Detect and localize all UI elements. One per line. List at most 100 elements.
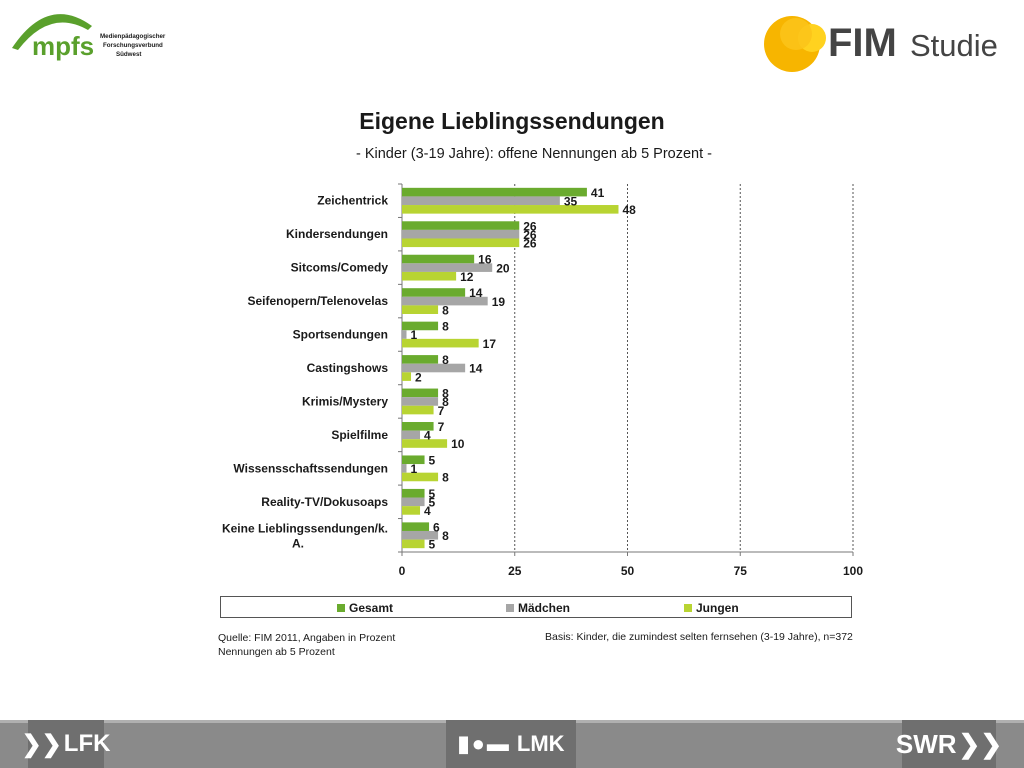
lfk-logo-chevrons-icon: ❯❯ (21, 730, 62, 758)
category-label: Seifenopern/Telenovelas (248, 294, 389, 308)
bar-jungen (402, 271, 457, 281)
lfk-logo: ❯❯ LFK (22, 720, 110, 768)
bar-maedchen (402, 530, 439, 540)
data-label-gesamt: 26 (523, 219, 537, 233)
data-label-jungen: 17 (483, 337, 497, 351)
data-label-maedchen: 20 (496, 261, 510, 275)
legend-item-jungen: Jungen (684, 601, 739, 615)
x-tick-label-50: 50 (621, 564, 635, 578)
fim-logo-name-light: Studie (910, 28, 998, 63)
category-label-line: Keine Lieblingssendungen/k. (222, 521, 388, 535)
lfk-logo-text: LFK (63, 730, 111, 757)
legend-label-maedchen: Mädchen (518, 601, 571, 615)
bar-jungen (402, 238, 520, 248)
mpfs-logo-arc (12, 14, 92, 50)
bar-jungen (402, 305, 439, 314)
bar-maedchen (402, 229, 520, 239)
legend-swatch-gesamt (337, 604, 345, 612)
source-note: Quelle: FIM 2011, Angaben in Prozent Nen… (218, 631, 395, 659)
fim-studie-logo: FIM Studie (764, 16, 998, 72)
data-label-maedchen: 1 (411, 462, 418, 476)
data-label-jungen: 4 (424, 504, 431, 518)
data-label-gesamt: 8 (442, 353, 449, 367)
bar-gesamt (402, 522, 430, 531)
labels-layer: 0 25 50 75 100Zeichentrick413548Kindersendun… (222, 186, 863, 578)
data-label-jungen: 8 (442, 303, 449, 317)
category-label: Spielfilme (331, 428, 388, 442)
x-tick-label-25: 25 (508, 564, 522, 578)
data-label-jungen: 8 (442, 471, 449, 485)
chart-title: Eigene Lieblingssendungen (359, 108, 665, 134)
bar-gesamt (402, 288, 466, 297)
data-label-jungen: 10 (451, 437, 465, 451)
grid-layer (398, 183, 854, 556)
lmk-logo-text: LMK (516, 731, 565, 756)
bar-jungen (402, 205, 619, 214)
bar-maedchen (402, 196, 560, 206)
data-label-jungen: 26 (523, 236, 537, 250)
category-label: Krimis/Mystery (302, 394, 388, 408)
lmk-logo-shapes-icon: ▮●▬ (457, 731, 511, 756)
chart-legend: Gesamt Mädchen Jungen (220, 596, 852, 618)
bar-jungen (402, 506, 421, 515)
swr-logo-chevrons-icon: ❯❯ (958, 728, 1003, 759)
data-label-gesamt: 16 (478, 253, 492, 267)
data-label-maedchen: 8 (442, 529, 449, 543)
data-label-gesamt: 41 (591, 186, 605, 200)
data-label-maedchen: 35 (564, 194, 578, 208)
category-label: Zeichentrick (317, 194, 388, 208)
mpfs-logo-name: mpfs (32, 31, 94, 61)
fim-logo-circle-mid (780, 18, 812, 50)
category-label: Keine Lieblingssendungen/k. A. (222, 521, 388, 550)
bar-gesamt (402, 321, 439, 331)
data-label-gesamt: 5 (429, 453, 436, 467)
data-label-jungen: 2 (415, 370, 422, 384)
bar-gesamt (402, 187, 587, 197)
bar-maedchen (402, 397, 439, 406)
data-label-jungen: 48 (622, 203, 636, 217)
data-label-maedchen: 19 (492, 295, 506, 309)
category-label: Sitcoms/Comedy (291, 261, 389, 275)
mpfs-logo-line1: Medienpädagogischer (100, 33, 166, 40)
category-label: Kindersendungen (286, 227, 388, 241)
bar-maedchen (402, 363, 466, 373)
mpfs-logo-line2: Forschungsverbund (103, 42, 163, 49)
bar-jungen (402, 372, 412, 381)
category-label: Wissensschaftssendungen (233, 461, 388, 475)
bar-maedchen (402, 464, 407, 473)
bar-gesamt (402, 455, 425, 465)
bar-chart: 0 25 50 75 100Zeichentrick413548Kindersendun… (222, 183, 863, 578)
bar-jungen (402, 539, 425, 549)
category-label: Reality-TV/Dokusoaps (261, 495, 388, 509)
swr-logo-text: SWR (895, 728, 957, 759)
source-line-2: Nennungen ab 5 Prozent (218, 646, 335, 658)
bars-layer (402, 187, 619, 549)
legend-swatch-maedchen (506, 604, 514, 612)
bar-jungen (402, 405, 434, 415)
data-label-jungen: 5 (429, 538, 436, 552)
bar-maedchen (402, 497, 425, 507)
bar-gesamt (402, 355, 439, 364)
bar-maedchen (402, 430, 421, 440)
data-label-maedchen: 4 (424, 429, 431, 443)
basis-note: Basis: Kinder, die zumindest selten fern… (545, 631, 853, 643)
bar-gesamt (402, 221, 520, 230)
data-label-gesamt: 8 (442, 387, 449, 401)
data-label-jungen: 7 (438, 404, 445, 418)
data-label-gesamt: 6 (433, 520, 440, 534)
lmk-logo: ▮●▬ LMK (446, 720, 576, 768)
bar-maedchen (402, 263, 493, 272)
x-tick-label-0: 0 (399, 564, 406, 578)
x-tick-label-100: 100 (843, 564, 863, 578)
data-label-maedchen: 26 (523, 228, 537, 242)
category-label: Castingshows (307, 361, 389, 375)
bottom-logo-bar: ❯❯ LFK ▮●▬ LMK SWR ❯❯ (0, 720, 1024, 768)
data-label-maedchen: 14 (469, 362, 483, 376)
bar-maedchen (402, 330, 407, 339)
bar-gesamt (402, 254, 475, 264)
chart-subtitle: - Kinder (3-19 Jahre): offene Nennungen … (355, 146, 712, 162)
mpfs-logo: mpfs Medienpädagogischer Forschungsverbu… (12, 14, 166, 61)
legend-label-jungen: Jungen (696, 601, 739, 615)
mpfs-logo-line3: Südwest (116, 51, 141, 58)
data-label-maedchen: 5 (429, 496, 436, 510)
